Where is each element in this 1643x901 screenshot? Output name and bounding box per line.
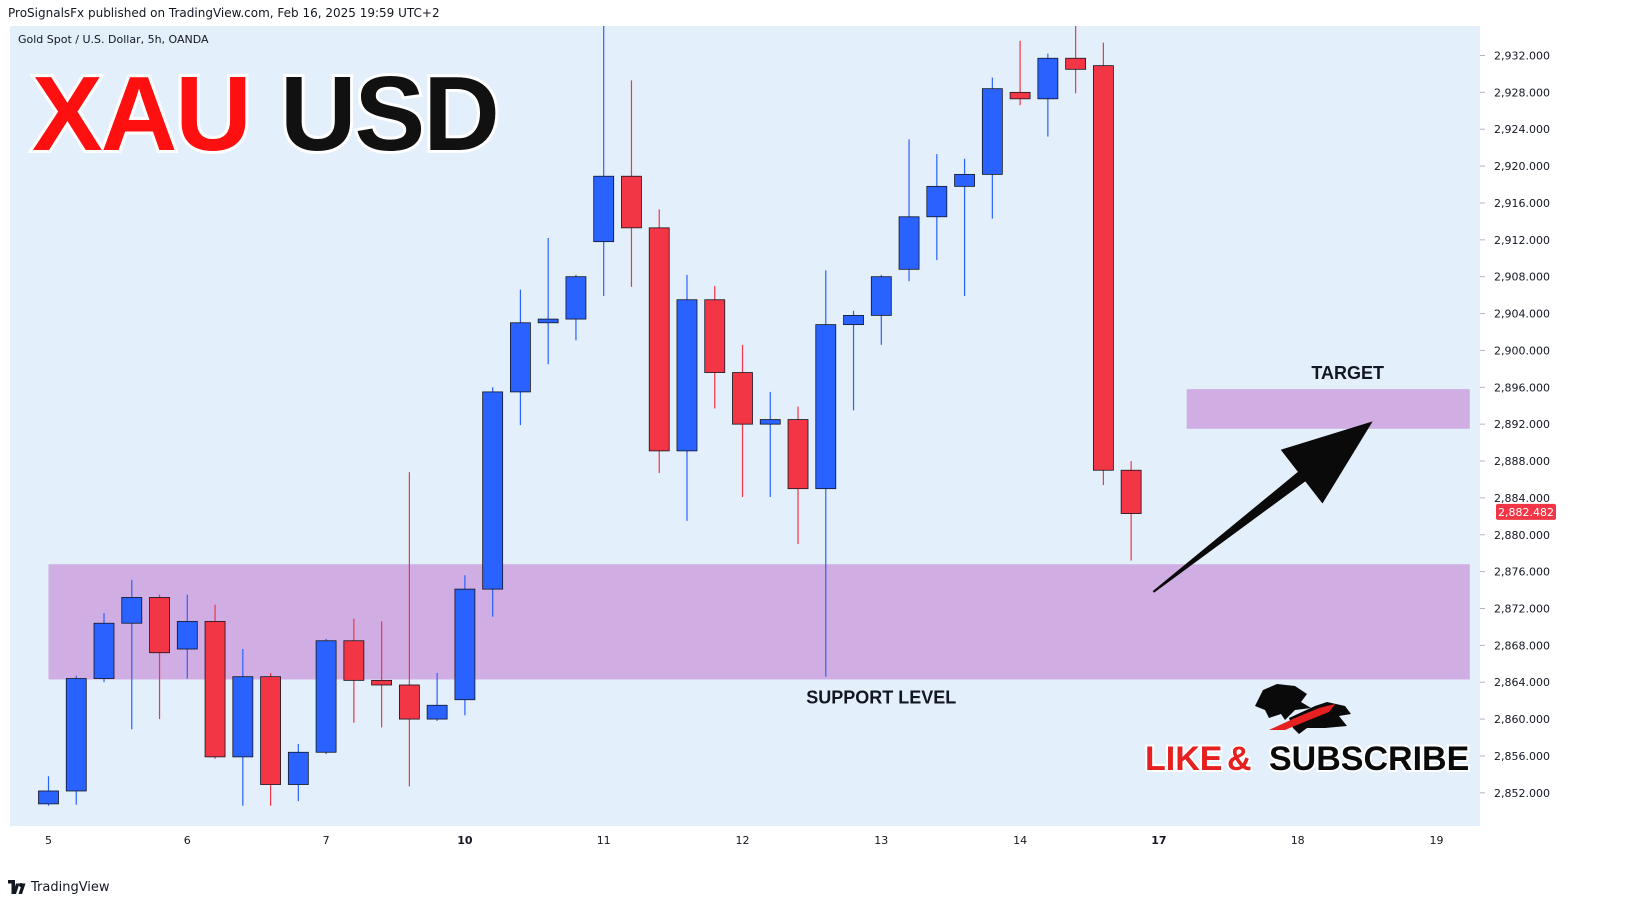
candle-body bbox=[565, 276, 587, 320]
y-tick-label: 2,864.000 bbox=[1494, 676, 1550, 689]
candle-body bbox=[343, 640, 365, 681]
y-tick-label: 2,896.000 bbox=[1494, 381, 1550, 394]
support-label: SUPPORT LEVEL bbox=[806, 687, 956, 707]
target-zone bbox=[1186, 389, 1470, 429]
candle-body bbox=[1092, 65, 1114, 471]
y-tick-label: 2,928.000 bbox=[1494, 86, 1550, 99]
x-axis-background bbox=[10, 826, 1633, 863]
candle-body bbox=[1065, 57, 1087, 70]
y-tick-label: 2,920.000 bbox=[1494, 160, 1550, 173]
y-tick-label: 2,868.000 bbox=[1494, 639, 1550, 652]
candle-body bbox=[676, 299, 698, 452]
support-zone bbox=[48, 564, 1470, 680]
candle-body bbox=[232, 676, 254, 758]
y-tick-label: 2,908.000 bbox=[1494, 271, 1550, 284]
published-line: ProSignalsFx published on TradingView.co… bbox=[8, 6, 440, 20]
x-tick-label: 11 bbox=[597, 834, 611, 847]
y-tick-label: 2,884.000 bbox=[1494, 492, 1550, 505]
candle-body bbox=[260, 676, 281, 785]
y-tick-label: 2,888.000 bbox=[1494, 455, 1550, 468]
cta-subscribe: SUBSCRIBE bbox=[1269, 740, 1469, 778]
x-tick-label: 18 bbox=[1291, 834, 1305, 847]
x-tick-label: 14 bbox=[1013, 834, 1027, 847]
x-tick-label: 5 bbox=[45, 834, 52, 847]
candle-body bbox=[926, 185, 948, 218]
candle-body bbox=[510, 322, 531, 393]
footer-brand-text: TradingView bbox=[31, 879, 110, 895]
current-price-label: 2,882.482 bbox=[1498, 506, 1554, 519]
y-tick-label: 2,856.000 bbox=[1494, 750, 1550, 763]
candle-body bbox=[371, 679, 393, 686]
x-tick-label: 13 bbox=[874, 834, 888, 847]
y-tick-label: 2,880.000 bbox=[1494, 529, 1550, 542]
candle-body bbox=[732, 372, 753, 425]
candle-body bbox=[648, 227, 670, 452]
candle-body bbox=[38, 790, 59, 805]
tradingview-logo-icon bbox=[8, 880, 26, 894]
symbol-line: Gold Spot / U.S. Dollar, 5h, OANDA bbox=[18, 33, 209, 46]
y-tick-label: 2,904.000 bbox=[1494, 308, 1550, 321]
candle-body bbox=[870, 276, 892, 316]
candle-body bbox=[176, 620, 198, 650]
candle-body bbox=[287, 751, 309, 785]
candle-body bbox=[482, 391, 504, 590]
candle-body bbox=[981, 88, 1003, 175]
y-tick-label: 2,916.000 bbox=[1494, 197, 1550, 210]
y-tick-label: 2,892.000 bbox=[1494, 418, 1550, 431]
y-tick-label: 2,900.000 bbox=[1494, 344, 1550, 357]
target-arrow bbox=[1152, 421, 1373, 593]
x-tick-label: 17 bbox=[1151, 834, 1166, 847]
x-tick-label: 12 bbox=[736, 834, 750, 847]
candle-body bbox=[815, 324, 837, 490]
y-tick-label: 2,872.000 bbox=[1494, 602, 1550, 615]
x-tick-label: 10 bbox=[457, 834, 473, 847]
title-xau: XAU bbox=[32, 55, 250, 173]
bull-bear-logo-icon bbox=[1255, 684, 1351, 734]
candle-body bbox=[93, 622, 115, 679]
y-tick-label: 2,932.000 bbox=[1494, 49, 1550, 62]
x-tick-label: 19 bbox=[1430, 834, 1444, 847]
candle-body bbox=[426, 704, 448, 720]
candle-body bbox=[593, 175, 615, 243]
candle-body bbox=[621, 175, 642, 229]
candle-body bbox=[787, 419, 809, 490]
candle-body bbox=[537, 318, 559, 324]
candle-body bbox=[1120, 469, 1142, 514]
x-tick-label: 6 bbox=[184, 834, 191, 847]
candle-body bbox=[149, 597, 170, 654]
candle-body bbox=[398, 684, 420, 720]
current-price-tag bbox=[1496, 503, 1556, 520]
candle-body bbox=[454, 588, 476, 701]
candle-body bbox=[954, 173, 975, 187]
candle-body bbox=[1009, 91, 1031, 100]
candle-body bbox=[898, 216, 920, 270]
candle-body bbox=[759, 419, 781, 425]
candle-body bbox=[121, 597, 143, 624]
title-usd: USD bbox=[280, 55, 498, 173]
y-tick-label: 2,876.000 bbox=[1494, 566, 1550, 579]
x-tick-label: 7 bbox=[323, 834, 330, 847]
candle-body bbox=[704, 299, 726, 373]
cta-amp: & bbox=[1227, 740, 1252, 778]
cta-like: LIKE bbox=[1145, 740, 1222, 778]
target-label: TARGET bbox=[1311, 363, 1384, 383]
candle-body bbox=[1037, 57, 1059, 100]
footer-brand[interactable]: TradingView bbox=[8, 877, 110, 897]
y-tick-label: 2,860.000 bbox=[1494, 713, 1550, 726]
candle-body bbox=[204, 620, 226, 758]
candle-body bbox=[65, 678, 87, 792]
candle-body bbox=[843, 315, 864, 326]
candlestick-chart[interactable]: SUPPORT LEVEL TARGET Gold Spot / U.S. Doll… bbox=[10, 26, 1633, 873]
y-tick-label: 2,912.000 bbox=[1494, 234, 1550, 247]
y-tick-label: 2,852.000 bbox=[1494, 787, 1550, 800]
y-tick-label: 2,924.000 bbox=[1494, 123, 1550, 136]
chart-area[interactable]: SUPPORT LEVEL TARGET Gold Spot / U.S. Doll… bbox=[10, 26, 1633, 873]
candle-body bbox=[315, 640, 337, 753]
